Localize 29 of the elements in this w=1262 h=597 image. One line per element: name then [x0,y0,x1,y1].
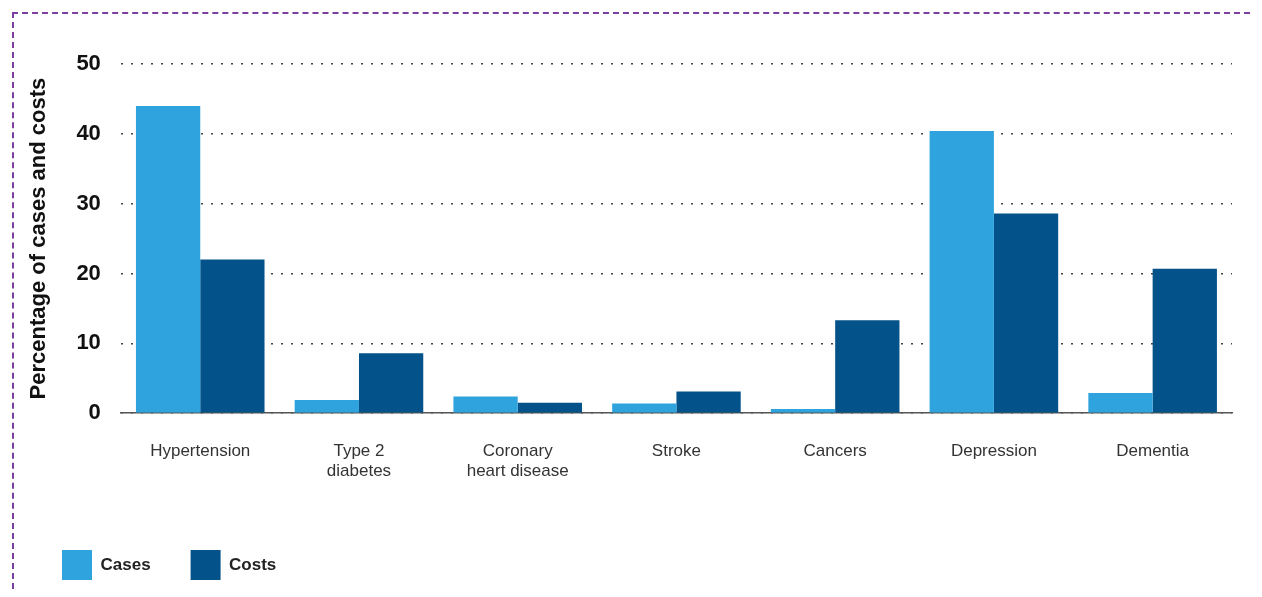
bar [453,396,518,413]
y-tick-label: 10 [76,329,101,355]
bar [612,403,677,413]
bar [993,213,1059,413]
x-tick-label: Depression [950,441,1037,461]
y-tick-label: 20 [76,259,101,285]
legend-label: Cases [100,554,151,574]
y-tick-label: 40 [76,119,101,145]
x-tick-label: Coronary heart disease [466,441,569,481]
bar [929,131,994,413]
bar [1152,268,1217,413]
bar [676,391,741,413]
x-tick-label: Cancers [803,441,867,461]
x-tick-label: Hypertension [150,441,251,461]
y-tick-label: 50 [76,50,101,76]
y-tick-label: 30 [76,189,101,215]
bar [835,320,900,413]
bar [517,402,582,413]
x-tick-label: Stroke [651,441,702,461]
bar [294,399,359,413]
y-axis-title: Percentage of cases and costs [25,77,51,400]
y-tick-label: 0 [88,399,101,425]
bar [200,259,265,413]
x-tick-label: Dementia [1116,441,1190,461]
bar [135,105,201,413]
legend-label: Costs [229,554,277,574]
x-tick-label: Type 2 diabetes [326,441,392,481]
bar [1088,392,1153,413]
bar [358,353,424,413]
